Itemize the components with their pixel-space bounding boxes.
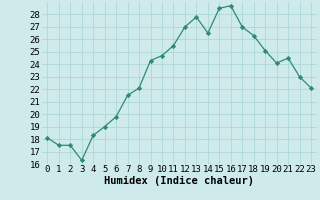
X-axis label: Humidex (Indice chaleur): Humidex (Indice chaleur) <box>104 176 254 186</box>
